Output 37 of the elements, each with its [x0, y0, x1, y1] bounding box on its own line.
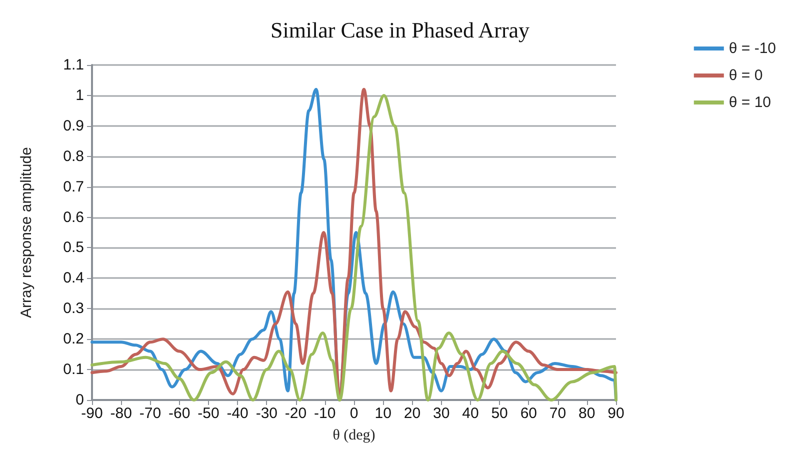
x-tick-label: -20: [284, 405, 307, 422]
x-tick-label: -80: [110, 405, 132, 422]
x-tick-label: 0: [350, 405, 358, 422]
y-tick-label: 0.4: [63, 270, 84, 287]
y-tick-label: 1: [76, 86, 84, 104]
y-tick-label: 0.6: [63, 208, 84, 226]
x-tick-label: 50: [491, 405, 508, 422]
y-axis-title: Array response amplitude: [18, 147, 35, 318]
x-tick-label: 60: [520, 405, 538, 422]
x-tick-label: 20: [404, 405, 421, 422]
y-tick-label: 0.7: [63, 178, 84, 196]
x-tick-label: -70: [139, 405, 162, 422]
x-tick-label: 90: [608, 405, 624, 422]
x-axis-title: θ (deg): [332, 428, 376, 444]
x-tick-label: -90: [81, 405, 103, 422]
x-tick-label: -60: [168, 405, 190, 422]
chart-title: Similar Case in Phased Array: [270, 18, 530, 42]
x-tick-label: 80: [578, 405, 596, 422]
y-tick-label: 0.5: [63, 239, 84, 256]
y-tick-label: 0.8: [63, 148, 84, 165]
legend-label: θ = -10: [728, 40, 776, 57]
x-tick-label: -40: [226, 405, 248, 422]
x-tick-label: 70: [549, 405, 566, 422]
x-tick-label: -10: [314, 405, 336, 422]
y-tick-label: 0.2: [63, 330, 84, 348]
x-tick-label: 10: [374, 405, 392, 422]
x-tick-label: -30: [256, 405, 278, 422]
y-tick-label: 0.9: [63, 117, 84, 134]
x-tick-label: 40: [462, 405, 479, 422]
y-tick-label: 1.1: [63, 56, 84, 74]
x-tick-label: 30: [432, 405, 450, 422]
legend-label: θ = 10: [728, 94, 772, 111]
y-tick-label: 0: [76, 392, 84, 408]
x-tick-label: -50: [198, 405, 220, 422]
y-tick-label: 0.1: [63, 361, 84, 378]
legend-label: θ = 0: [728, 67, 763, 84]
y-tick-label: 0.3: [63, 300, 84, 318]
